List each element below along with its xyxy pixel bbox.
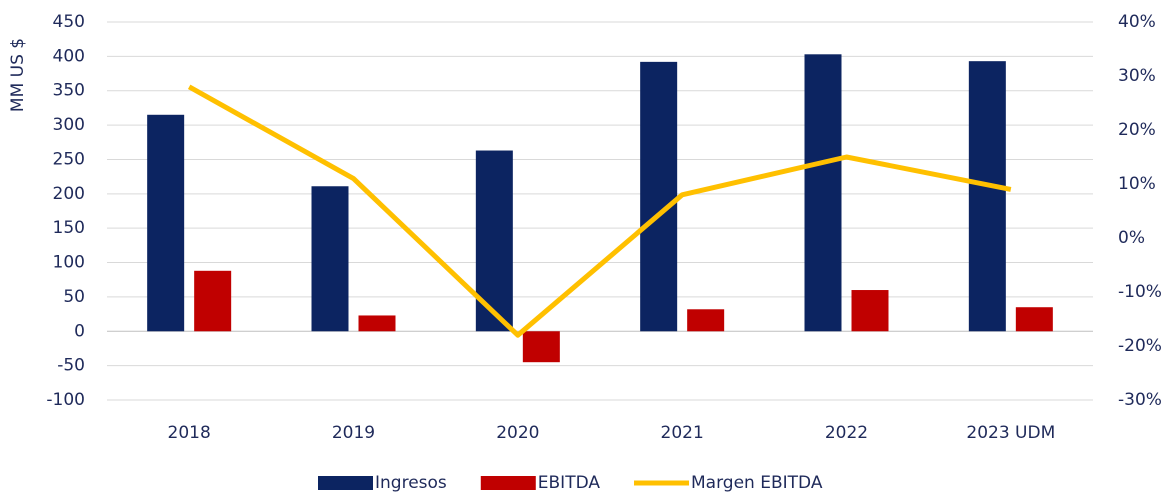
- y-tick-label: 50: [63, 287, 85, 307]
- legend-label: EBITDA: [538, 473, 601, 493]
- legend-label: Margen EBITDA: [691, 473, 823, 493]
- legend-label: Ingresos: [375, 473, 447, 493]
- bar: [522, 331, 560, 363]
- y-tick-label: 150: [53, 218, 85, 238]
- y-tick-label: 450: [53, 12, 85, 32]
- bar: [194, 270, 232, 332]
- x-tick-label: 2019: [332, 423, 375, 443]
- line: [187, 84, 1012, 338]
- bar: [147, 114, 185, 332]
- y2-tick-label: -20%: [1118, 336, 1162, 356]
- y-tick-label: 350: [53, 81, 85, 101]
- bar: [311, 186, 349, 332]
- bar: [358, 315, 396, 332]
- bar: [687, 309, 725, 332]
- y-axis-title: MM US $: [8, 38, 28, 112]
- y2-tick-label: -30%: [1118, 390, 1162, 410]
- y-tick-label: 250: [53, 149, 85, 169]
- y-tick-label: 100: [53, 253, 85, 273]
- bar: [968, 61, 1006, 332]
- y2-tick-label: 40%: [1118, 12, 1156, 32]
- y2-tick-label: 30%: [1118, 66, 1156, 86]
- x-tick-label: 2018: [168, 423, 211, 443]
- y-tick-label: -100: [46, 390, 85, 410]
- y2-tick-label: -10%: [1118, 282, 1162, 302]
- y-tick-label: 0: [74, 321, 85, 341]
- y2-tick-label: 20%: [1118, 120, 1156, 140]
- y-tick-label: 200: [53, 184, 85, 204]
- legend-swatch: [480, 476, 536, 490]
- y-tick-label: 300: [53, 115, 85, 135]
- y2-tick-label: 10%: [1118, 174, 1156, 194]
- bar: [475, 150, 513, 332]
- legend-swatch: [318, 476, 373, 490]
- bar: [1015, 307, 1053, 332]
- bar: [640, 61, 678, 332]
- y-tick-label: -50: [57, 356, 85, 376]
- x-tick-label: 2020: [496, 423, 539, 443]
- y-tick-label: 400: [53, 46, 85, 66]
- x-tick-label: 2021: [661, 423, 704, 443]
- x-tick-label: 2022: [825, 423, 868, 443]
- y2-tick-label: 0%: [1118, 228, 1145, 248]
- bar: [804, 54, 842, 332]
- x-tick-label: 2023 UDM: [966, 423, 1055, 443]
- bar: [851, 290, 889, 332]
